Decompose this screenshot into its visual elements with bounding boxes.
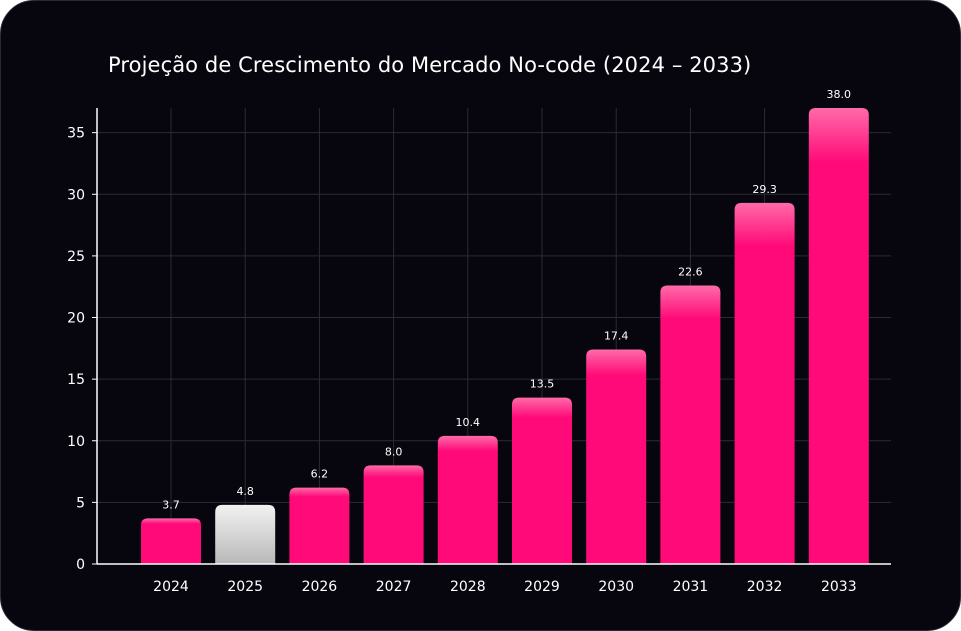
x-tick-label-2024: 2024 [153,579,189,595]
bars [141,108,869,565]
value-label-2028: 10.4 [456,416,481,429]
y-tick-label: 0 [76,557,85,573]
axes [92,108,891,565]
y-tick-label: 30 [67,187,85,203]
value-label-2027: 8.0 [385,445,403,458]
bar-2027 [363,465,424,564]
x-tick-label-2033: 2033 [821,579,857,595]
x-tick-label-2031: 2031 [673,579,709,595]
bar-2031 [660,285,721,564]
value-label-2025: 4.8 [236,485,254,498]
labels: 051015202530353.720244.820256.220268.020… [67,88,856,595]
bar-2024 [141,518,201,564]
x-tick-label-2032: 2032 [747,579,783,595]
bar-2030 [586,349,647,564]
y-tick-label: 15 [67,372,85,388]
value-label-2029: 13.5 [530,378,555,391]
value-label-2030: 17.4 [604,330,629,343]
bar-2026 [289,487,350,564]
bar-2025 [215,504,276,564]
x-tick-label-2027: 2027 [376,579,412,595]
bar-2032 [734,202,795,565]
y-tick-label: 25 [67,249,85,265]
x-tick-label-2029: 2029 [524,579,560,595]
y-tick-label: 35 [67,126,85,142]
value-label-2026: 6.2 [311,468,329,481]
bar-2028 [437,435,498,564]
bar-2029 [512,397,572,564]
x-tick-label-2026: 2026 [302,579,338,595]
value-label-2033: 38.0 [827,88,852,101]
chart-title: Projeção de Crescimento do Mercado No-co… [108,53,752,77]
value-label-2032: 29.3 [752,183,777,196]
y-tick-label: 20 [67,311,85,327]
y-tick-label: 5 [76,495,85,511]
x-tick-label-2028: 2028 [450,579,486,595]
value-label-2024: 3.7 [162,498,180,511]
x-tick-label-2030: 2030 [598,579,634,595]
y-tick-label: 10 [67,434,85,450]
bar-2033 [808,108,869,564]
x-tick-label-2025: 2025 [227,579,263,595]
value-label-2031: 22.6 [678,265,703,278]
